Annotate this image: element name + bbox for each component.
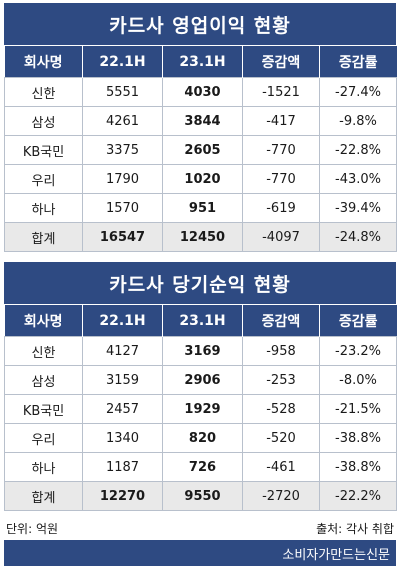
value-cell: 2906 — [162, 365, 243, 395]
column-header: 22.1H — [82, 45, 163, 78]
value-cell: 2605 — [162, 135, 243, 165]
rate-cell: -38.8% — [319, 423, 397, 453]
total-row: 합계 12270 9550 -2720 -22.2% — [4, 481, 397, 511]
company-cell: 삼성 — [4, 106, 83, 136]
table-row: 하나 1570 951 -619 -39.4% — [4, 193, 397, 223]
rate-cell: -9.8% — [319, 106, 397, 136]
unit-note: 단위: 억원 — [6, 521, 59, 536]
company-cell: 하나 — [4, 193, 83, 223]
rate-cell: -38.8% — [319, 452, 397, 482]
company-cell: 우리 — [4, 164, 83, 194]
rate-cell: -21.5% — [319, 394, 397, 424]
table-title: 카드사 영업이익 현황 — [4, 3, 396, 45]
rate-cell: -8.0% — [319, 365, 397, 395]
value-cell: 951 — [162, 193, 243, 223]
total-row: 합계 16547 12450 -4097 -24.8% — [4, 222, 397, 252]
value-cell: 1790 — [82, 164, 163, 194]
change-cell: -770 — [242, 164, 320, 194]
value-cell: 3169 — [162, 336, 243, 366]
table-row: 우리 1340 820 -520 -38.8% — [4, 423, 397, 453]
change-cell: -461 — [242, 452, 320, 482]
table-row: 신한 5551 4030 -1521 -27.4% — [4, 77, 397, 107]
value-cell: 1340 — [82, 423, 163, 453]
operating-profit-table: 회사명 22.1H 23.1H 증감액 증감률 신한 5551 4030 -15… — [4, 45, 397, 252]
company-cell: 우리 — [4, 423, 83, 453]
company-cell: 신한 — [4, 77, 83, 107]
column-header: 23.1H — [162, 45, 243, 78]
total-value: 9550 — [162, 481, 243, 511]
header-row: 회사명 22.1H 23.1H 증감액 증감률 — [4, 45, 397, 78]
rate-cell: -27.4% — [319, 77, 397, 107]
total-value: 12270 — [82, 481, 163, 511]
value-cell: 1020 — [162, 164, 243, 194]
header-row: 회사명 22.1H 23.1H 증감액 증감률 — [4, 304, 397, 337]
value-cell: 4261 — [82, 106, 163, 136]
value-cell: 1929 — [162, 394, 243, 424]
value-cell: 726 — [162, 452, 243, 482]
change-cell: -253 — [242, 365, 320, 395]
change-cell: -958 — [242, 336, 320, 366]
total-label: 합계 — [4, 481, 83, 511]
change-cell: -417 — [242, 106, 320, 136]
column-header: 증감률 — [319, 304, 397, 337]
company-cell: 하나 — [4, 452, 83, 482]
total-value: 12450 — [162, 222, 243, 252]
company-cell: KB국민 — [4, 394, 83, 424]
rate-cell: -39.4% — [319, 193, 397, 223]
table-row: KB국민 3375 2605 -770 -22.8% — [4, 135, 397, 165]
table-row: 삼성 3159 2906 -253 -8.0% — [4, 365, 397, 395]
change-cell: -520 — [242, 423, 320, 453]
total-rate: -24.8% — [319, 222, 397, 252]
rate-cell: -23.2% — [319, 336, 397, 366]
table-row: 신한 4127 3169 -958 -23.2% — [4, 336, 397, 366]
company-cell: 신한 — [4, 336, 83, 366]
total-change: -2720 — [242, 481, 320, 511]
table-row: 우리 1790 1020 -770 -43.0% — [4, 164, 397, 194]
column-header: 회사명 — [4, 45, 83, 78]
total-value: 16547 — [82, 222, 163, 252]
column-header: 23.1H — [162, 304, 243, 337]
column-header: 증감액 — [242, 304, 320, 337]
operating-profit-section: 카드사 영업이익 현황 회사명 22.1H 23.1H 증감액 증감률 신한 5… — [4, 3, 397, 252]
table-row: 하나 1187 726 -461 -38.8% — [4, 452, 397, 482]
table-title: 카드사 당기순익 현황 — [4, 262, 396, 304]
total-change: -4097 — [242, 222, 320, 252]
column-header: 22.1H — [82, 304, 163, 337]
table-row: KB국민 2457 1929 -528 -21.5% — [4, 394, 397, 424]
value-cell: 1570 — [82, 193, 163, 223]
column-header: 증감률 — [319, 45, 397, 78]
change-cell: -619 — [242, 193, 320, 223]
net-income-section: 카드사 당기순익 현황 회사명 22.1H 23.1H 증감액 증감률 신한 4… — [4, 262, 397, 511]
change-cell: -770 — [242, 135, 320, 165]
value-cell: 820 — [162, 423, 243, 453]
company-cell: 삼성 — [4, 365, 83, 395]
net-income-table: 회사명 22.1H 23.1H 증감액 증감률 신한 4127 3169 -95… — [4, 304, 397, 511]
value-cell: 5551 — [82, 77, 163, 107]
brand-bar: 소비자가만드는신문 — [4, 540, 396, 566]
source-note: 출처: 각사 취합 — [316, 521, 394, 536]
value-cell: 4030 — [162, 77, 243, 107]
company-cell: KB국민 — [4, 135, 83, 165]
total-rate: -22.2% — [319, 481, 397, 511]
table-row: 삼성 4261 3844 -417 -9.8% — [4, 106, 397, 136]
column-header: 증감액 — [242, 45, 320, 78]
brand-name: 소비자가만드는신문 — [282, 547, 390, 563]
value-cell: 3844 — [162, 106, 243, 136]
change-cell: -1521 — [242, 77, 320, 107]
value-cell: 4127 — [82, 336, 163, 366]
value-cell: 2457 — [82, 394, 163, 424]
column-header: 회사명 — [4, 304, 83, 337]
rate-cell: -43.0% — [319, 164, 397, 194]
value-cell: 3375 — [82, 135, 163, 165]
change-cell: -528 — [242, 394, 320, 424]
total-label: 합계 — [4, 222, 83, 252]
value-cell: 3159 — [82, 365, 163, 395]
value-cell: 1187 — [82, 452, 163, 482]
footer-notes: 단위: 억원 출처: 각사 취합 — [4, 518, 396, 538]
rate-cell: -22.8% — [319, 135, 397, 165]
